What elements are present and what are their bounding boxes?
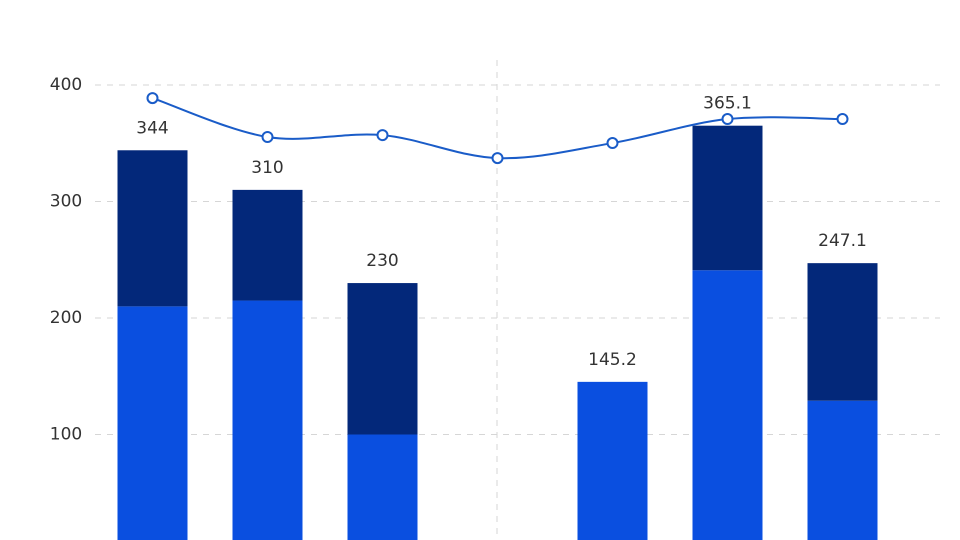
line-point xyxy=(721,113,734,126)
bar-segment xyxy=(807,263,878,401)
bar-segment xyxy=(692,125,763,271)
bar-segment xyxy=(347,434,418,540)
y-tick-label: 100 xyxy=(50,425,82,445)
total-label: 365.1 xyxy=(703,94,752,114)
bar-segment xyxy=(232,300,303,540)
total-label: 247.1 xyxy=(818,231,867,251)
line-point xyxy=(376,129,389,142)
line-point xyxy=(606,137,619,150)
bar-segment xyxy=(347,283,418,435)
total-label: 230 xyxy=(366,251,398,271)
line-point xyxy=(261,130,274,143)
bar-segment xyxy=(117,150,188,307)
bar-segment xyxy=(117,306,188,540)
line-point xyxy=(146,92,159,105)
y-tick-label: 400 xyxy=(50,75,82,95)
total-label: 310 xyxy=(251,158,283,178)
y-tick-label: 300 xyxy=(50,192,82,212)
line-point xyxy=(491,152,504,165)
line-point xyxy=(836,113,849,126)
y-tick-label: 200 xyxy=(50,308,82,328)
bar-segment xyxy=(692,270,763,540)
bar-segment xyxy=(232,189,303,301)
bar-segment xyxy=(577,381,648,540)
total-label: 145.2 xyxy=(588,350,637,370)
total-label: 344 xyxy=(136,118,168,138)
bar-segment xyxy=(807,400,878,540)
